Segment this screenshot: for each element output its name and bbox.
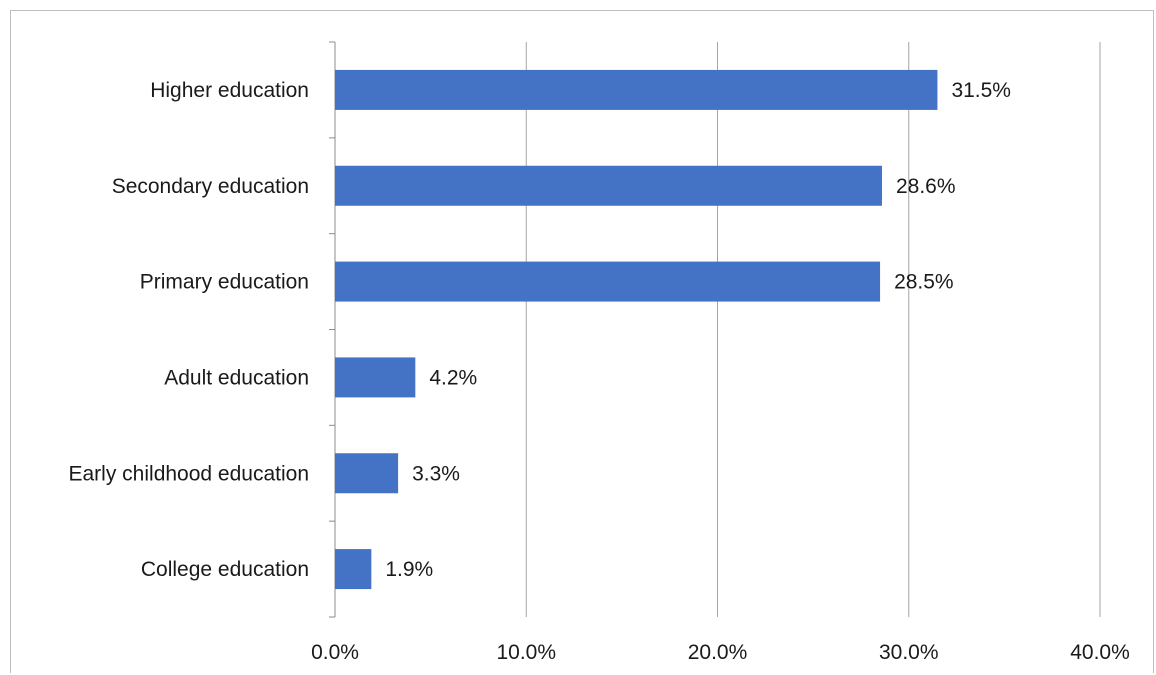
category-label-0: Higher education (150, 79, 309, 102)
category-label-1: Secondary education (112, 175, 309, 198)
category-label-4: Early childhood education (69, 462, 310, 485)
data-label-1: 28.6% (896, 175, 956, 198)
x-tick-label-1: 10.0% (496, 641, 556, 664)
x-tick-label-3: 30.0% (879, 641, 939, 664)
bar-1 (335, 165, 882, 206)
bar-2 (335, 261, 881, 302)
bar-5 (335, 549, 372, 590)
bar-3 (335, 357, 416, 398)
category-label-2: Primary education (140, 271, 309, 294)
data-label-2: 28.5% (894, 271, 954, 294)
data-label-4: 3.3% (412, 462, 460, 485)
x-tick-label-4: 40.0% (1070, 641, 1130, 664)
bar-0 (335, 69, 938, 110)
category-label-5: College education (141, 558, 309, 581)
category-label-3: Adult education (164, 366, 309, 389)
data-label-0: 31.5% (951, 79, 1011, 102)
data-label-3: 4.2% (429, 366, 477, 389)
x-tick-label-2: 20.0% (688, 641, 748, 664)
bar-4 (335, 453, 399, 494)
data-label-5: 1.9% (385, 558, 433, 581)
x-tick-label-0: 0.0% (311, 641, 359, 664)
chart-frame (10, 10, 1154, 673)
